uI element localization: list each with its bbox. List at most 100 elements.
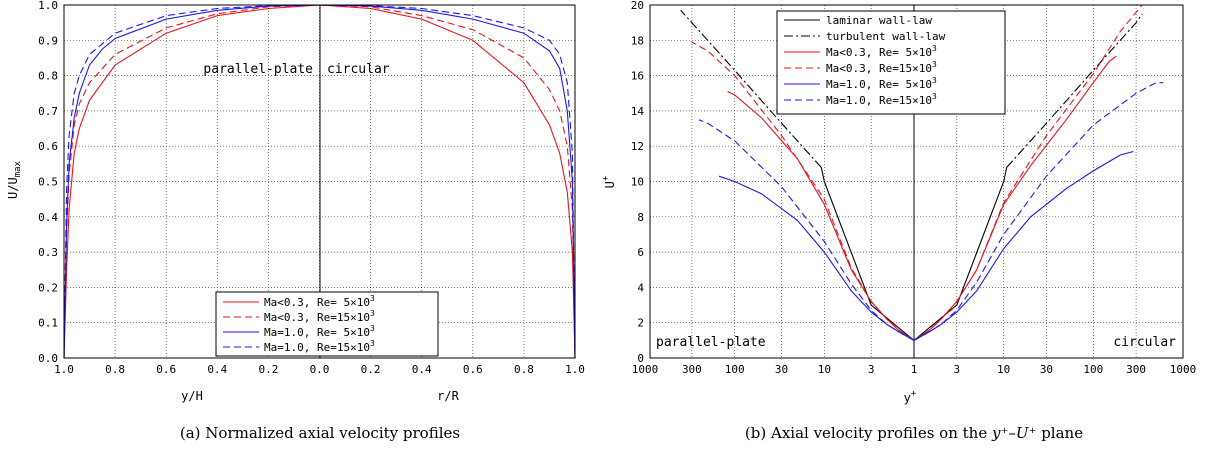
chart-a-y-tick-label: 0.2 (38, 281, 58, 294)
caption-b-suffix: plane (1036, 424, 1083, 442)
chart-a-ylabel-main: U/U (6, 177, 20, 199)
chart-b-y-tick-label: 10 (631, 176, 644, 189)
chart-a-xlabel-right: r/R (437, 389, 459, 403)
chart-b-y-tick-label: 14 (631, 105, 645, 118)
chart-b-plot-frame (649, 4, 1184, 359)
chart-b-x-tick-label: 3 (868, 363, 875, 376)
chart-b-y-tick-label: 6 (637, 246, 644, 259)
chart-a-annotation-parallel-plate: parallel-plate (203, 62, 313, 77)
chart-a-xlabel-left: y/H (181, 389, 203, 403)
chart-a-series-line-1 (63, 4, 576, 359)
chart-b-y-tick-label: 12 (631, 140, 644, 153)
caption-a: (a) Normalized axial velocity profiles (180, 424, 460, 442)
chart-b-annotation-parallel-plate: parallel-plate (656, 335, 766, 350)
chart-a-tick-labels: 1.0 0.8 0.6 0.4 0.2 0.0 0.2 0.4 0.6 0.8 1.00.00.10… (38, 0, 585, 376)
chart-b-series-line-2 (913, 167, 1008, 341)
chart-b-legend-box (776, 10, 1006, 115)
chart-b-x-tick-label: 10 (818, 363, 831, 376)
chart-b-y-tick-label: 2 (637, 317, 644, 330)
chart-b-wall-law-profiles: 1000 300 100 30 10 3 1 3 10 30 100 300 1000024681012… (601, 0, 1196, 405)
chart-b-series-line-11 (698, 119, 915, 341)
chart-b-x-tick-label: 300 (682, 363, 702, 376)
chart-a-y-tick-label: 0.0 (38, 352, 58, 365)
chart-b-x-tick-label: 100 (1083, 363, 1103, 376)
chart-a-x-tick-label: 1.0 (54, 363, 74, 376)
chart-b-x-tick-label: 100 (725, 363, 745, 376)
chart-b-y-tick-label: 16 (631, 70, 644, 83)
chart-a-legend-entry: Ma=1.0, Re= 5×103 (264, 324, 375, 339)
chart-a-y-tick-label: 0.1 (38, 317, 58, 330)
chart-a-x-tick-label: 0.2 (361, 363, 381, 376)
caption-b-prefix: (b) Axial velocity profiles on the (745, 424, 992, 442)
chart-a-y-tick-label: 0.9 (38, 34, 58, 47)
chart-b-legend-entry: Ma=1.0, Re= 5×103 (826, 76, 937, 91)
chart-b-y-tick-label: 4 (637, 281, 644, 294)
chart-a-x-tick-label: 0.6 (463, 363, 483, 376)
chart-a-x-tick-label: 1.0 (565, 363, 585, 376)
chart-a-x-tick-label: 0.8 (514, 363, 534, 376)
chart-b-series-line-6 (913, 55, 1117, 341)
chart-a-y-tick-label: 0.6 (38, 140, 58, 153)
chart-a-x-tick-label: 0.4 (412, 363, 432, 376)
chart-a-y-tick-label: 0.4 (38, 211, 58, 224)
chart-b-x-tick-label: 300 (1126, 363, 1146, 376)
chart-a-y-tick-label: 0.8 (38, 70, 58, 83)
chart-b-x-tick-label: 30 (775, 363, 788, 376)
chart-b-annotation-circular: circular (1113, 335, 1176, 350)
chart-b-series-line-5 (727, 91, 915, 341)
chart-b-series-line-8 (913, 4, 1143, 341)
chart-b-ylabel-sup: + (601, 175, 611, 181)
caption-b-math: y⁺–U⁺ (991, 424, 1036, 442)
chart-b-y-tick-label: 18 (631, 34, 644, 47)
chart-b-x-tick-label: 1000 (632, 363, 659, 376)
chart-b-x-tick-label: 10 (997, 363, 1010, 376)
chart-b-legend-entry: laminar wall-law (826, 14, 932, 27)
chart-b-legend-entry: turbulent wall-law (826, 30, 946, 43)
chart-b-y-tick-label: 0 (637, 352, 644, 365)
chart-b-legend-entry: Ma<0.3, Re= 5×103 (826, 44, 937, 59)
chart-b-xlabel: y+ (904, 389, 917, 405)
chart-b-x-tick-label: 3 (953, 363, 960, 376)
chart-a-annotation-circular: circular (327, 62, 390, 77)
chart-a-y-tick-label: 0.5 (38, 176, 58, 189)
chart-b-tick-labels: 1000 300 100 30 10 3 1 3 10 30 100 300 1000024681012… (631, 0, 1197, 376)
chart-a-y-tick-label: 1.0 (38, 0, 58, 12)
chart-a-plot-frame (63, 4, 576, 359)
chart-b-series-line-4 (1006, 13, 1143, 168)
chart-b-grid (650, 5, 1183, 358)
caption-b: (b) Axial velocity profiles on the y⁺–U⁺… (745, 424, 1083, 442)
chart-a-x-tick-label: 0.6 (156, 363, 176, 376)
chart-b-series-line-12 (913, 82, 1164, 341)
chart-b-y-tick-label: 20 (631, 0, 644, 12)
chart-a-legend-entry: Ma<0.3, Re=15×103 (264, 309, 375, 324)
chart-b-ylabel-main: U (603, 181, 617, 188)
chart-b-series-line-7 (691, 41, 915, 341)
chart-b-series-line-1 (820, 167, 915, 341)
chart-b-ylabel: U+ (601, 175, 617, 188)
chart-b-series-line-3 (680, 9, 822, 168)
chart-b-xlabel-main: y (904, 391, 911, 405)
chart-a-legend-entry: Ma=1.0, Re=15×103 (264, 339, 375, 354)
chart-a-x-tick-label: 0.8 (105, 363, 125, 376)
chart-a-ylabel-sub: max (13, 160, 23, 177)
chart-a-x-tick-label: 0.4 (207, 363, 227, 376)
chart-b-series (680, 4, 1164, 341)
chart-a-velocity-profiles: 1.0 0.8 0.6 0.4 0.2 0.0 0.2 0.4 0.6 0.8 1.00.00.10… (6, 0, 585, 403)
chart-a-legend-box (215, 291, 439, 357)
chart-a-legend-entry: Ma<0.3, Re= 5×103 (264, 294, 375, 309)
chart-a-ylabel: U/Umax (6, 160, 23, 199)
chart-b-x-tick-label: 1 (911, 363, 918, 376)
chart-b-xlabel-sup: + (911, 389, 917, 399)
chart-b-y-tick-label: 8 (637, 211, 644, 224)
chart-a-y-tick-label: 0.7 (38, 105, 58, 118)
chart-b-legend-entry: Ma<0.3, Re=15×103 (826, 60, 937, 75)
chart-b-x-tick-label: 1000 (1170, 363, 1197, 376)
chart-a-y-tick-label: 0.3 (38, 246, 58, 259)
chart-a-x-tick-label: 0.0 (310, 363, 330, 376)
chart-b-legend-entry: Ma=1.0, Re=15×103 (826, 92, 937, 107)
chart-a-series-line-2 (63, 4, 576, 359)
chart-b-x-tick-label: 30 (1040, 363, 1053, 376)
